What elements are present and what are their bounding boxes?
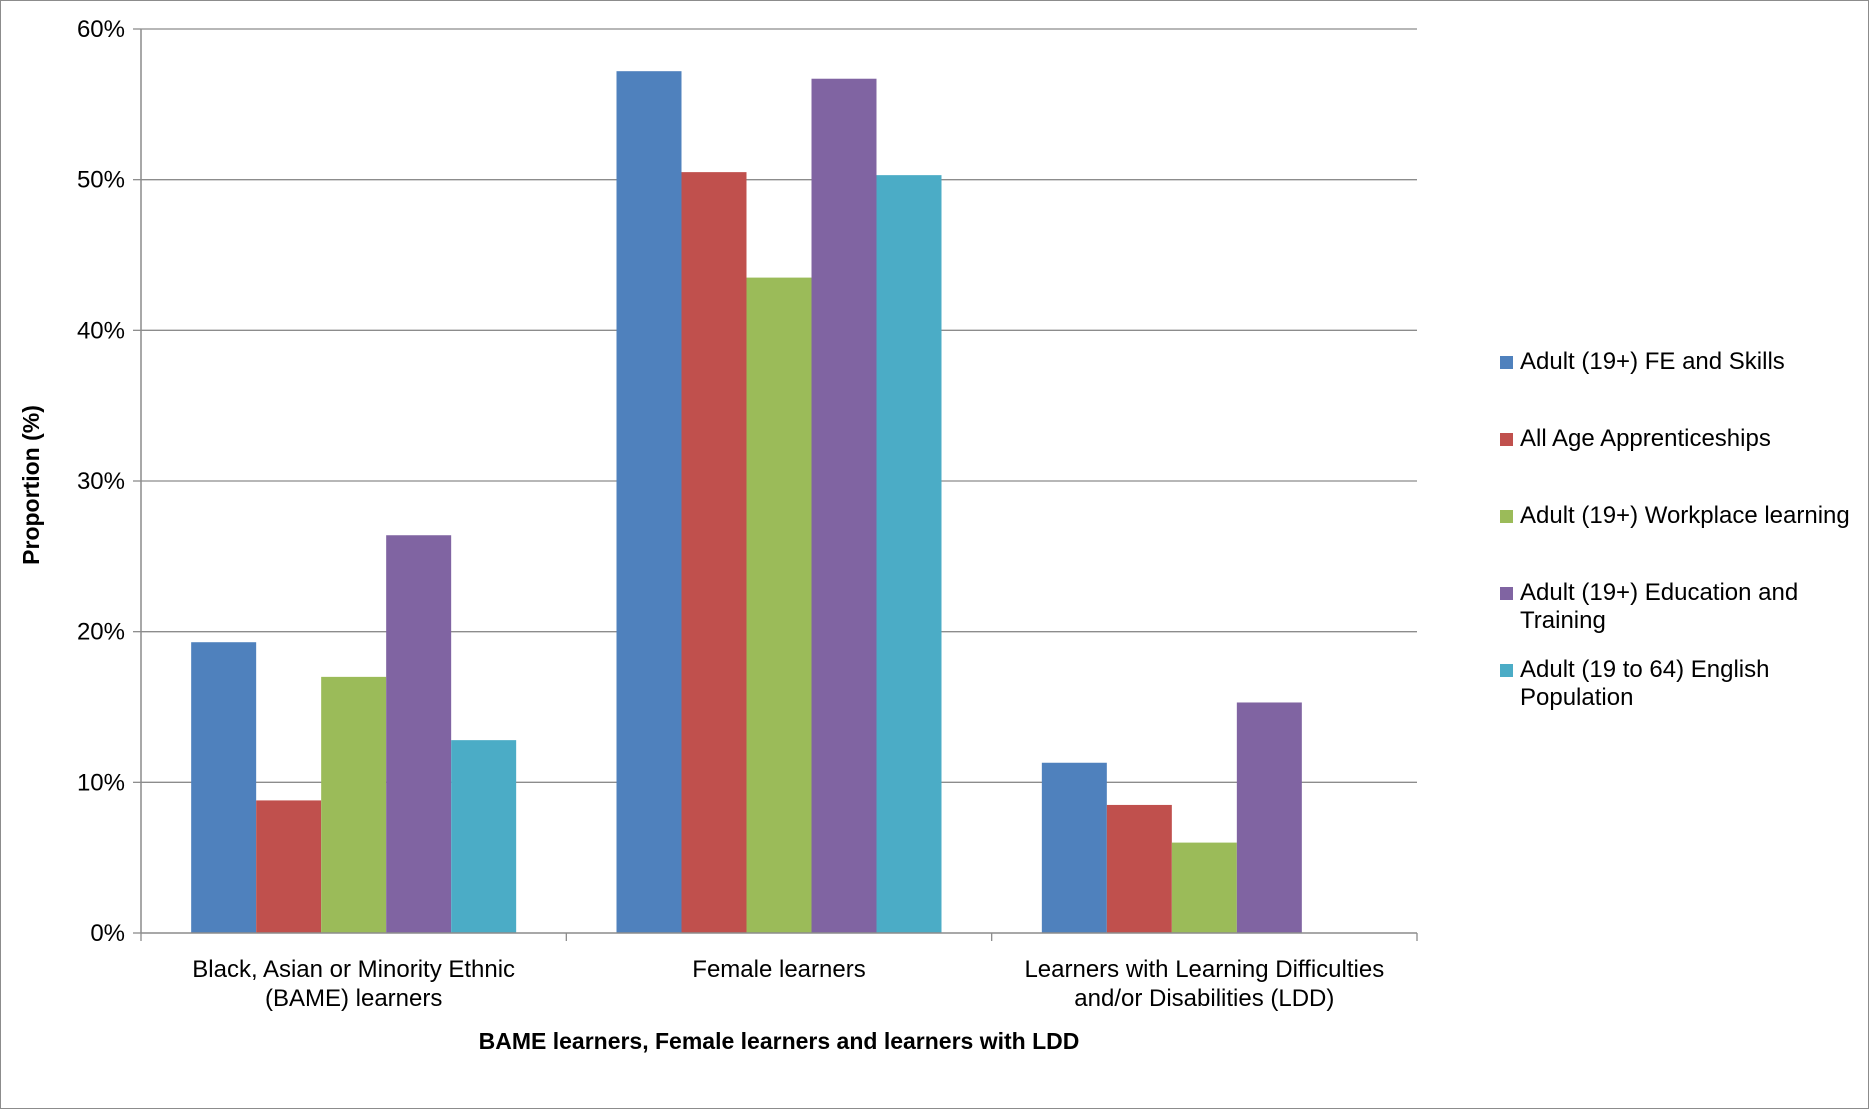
legend-label: Adult (19+) Workplace learning: [1520, 502, 1850, 529]
y-tick-label: 10%: [77, 769, 125, 796]
legend: Adult (19+) FE and Skills All Age Apprent…: [1500, 348, 1850, 711]
bar: [1171, 842, 1237, 933]
y-tick-label: 0%: [90, 920, 125, 947]
legend-swatch: [1500, 510, 1513, 523]
bar: [321, 676, 387, 933]
legend-label: Adult (19+) FE and Skills: [1520, 348, 1785, 375]
y-tick-label: 60%: [77, 16, 125, 43]
legend-label: Training: [1520, 607, 1606, 634]
legend-swatch: [1500, 356, 1513, 369]
x-category-labels: Black, Asian or Minority Ethnic(BAME) le…: [192, 956, 1384, 1012]
bar: [256, 800, 322, 933]
legend-label: All Age Apprenticeships: [1520, 425, 1771, 452]
bar: [746, 277, 812, 934]
legend-swatch: [1500, 587, 1513, 600]
axes: [140, 29, 1418, 941]
legend-label: Adult (19+) Education and: [1520, 579, 1798, 606]
y-tick-label: 30%: [77, 468, 125, 495]
bar: [811, 78, 877, 934]
x-category-label: Learners with Learning Difficulties: [1024, 956, 1384, 983]
y-tick-labels: 0% 10% 20% 30% 40% 50% 60%: [77, 16, 125, 947]
legend-label: Adult (19 to 64) English: [1520, 656, 1769, 683]
x-category-label: Female learners: [692, 956, 865, 983]
bar: [876, 175, 942, 933]
legend-label: Population: [1520, 684, 1633, 711]
bar: [451, 740, 517, 933]
y-tick-label: 50%: [77, 167, 125, 194]
y-axis-title: Proportion (%): [18, 405, 44, 565]
y-tick-label: 20%: [77, 619, 125, 646]
legend-swatch: [1500, 433, 1513, 446]
bar: [1106, 804, 1172, 933]
bar: [1041, 762, 1107, 933]
bar: [191, 642, 257, 933]
bar: [386, 535, 452, 933]
y-tick-label: 40%: [77, 317, 125, 344]
bar: [1236, 702, 1302, 933]
x-category-label: and/or Disabilities (LDD): [1074, 985, 1334, 1012]
bar: [616, 71, 682, 934]
x-category-label: (BAME) learners: [265, 985, 442, 1012]
x-category-label: Black, Asian or Minority Ethnic: [192, 956, 515, 983]
bars: [191, 71, 1302, 934]
legend-swatch: [1500, 664, 1513, 677]
bar: [681, 172, 747, 934]
x-axis-title: BAME learners, Female learners and learn…: [479, 1028, 1080, 1054]
